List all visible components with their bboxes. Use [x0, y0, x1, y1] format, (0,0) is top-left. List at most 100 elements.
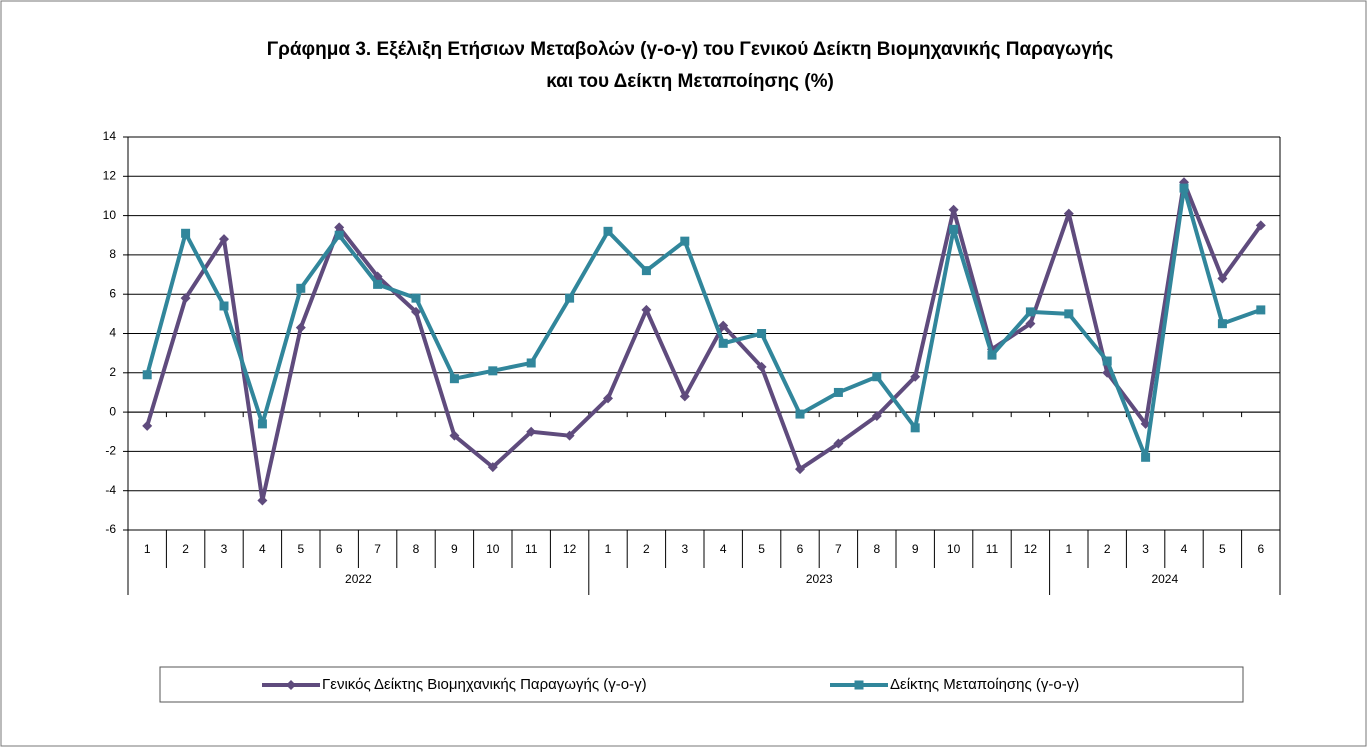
x-tick-label: 6	[797, 542, 804, 556]
x-tick-label: 12	[563, 542, 577, 556]
x-tick-label: 5	[297, 542, 304, 556]
y-tick-label: -2	[105, 444, 116, 458]
marker	[219, 234, 229, 245]
y-tick-label: 10	[103, 208, 117, 222]
group-label: 2022	[345, 572, 372, 586]
marker	[181, 228, 191, 238]
marker	[757, 329, 767, 338]
x-tick-label: 4	[1181, 542, 1188, 556]
marker	[603, 226, 613, 236]
marker	[257, 495, 268, 506]
chart-title: και του Δείκτη Μεταποίησης (%)	[546, 71, 834, 92]
marker	[1102, 356, 1112, 366]
legend-text: Γενικός Δείκτης Βιομηχανικής Παραγωγής (…	[322, 676, 647, 693]
y-tick-label: -6	[105, 522, 116, 536]
marker	[295, 322, 306, 333]
marker	[526, 426, 537, 437]
marker	[641, 266, 651, 276]
marker	[1256, 305, 1266, 315]
x-tick-label: 1	[1065, 542, 1072, 556]
x-tick-label: 2	[643, 542, 650, 556]
marker	[641, 304, 652, 315]
x-tick-label: 10	[486, 542, 500, 556]
marker	[219, 301, 229, 311]
x-tick-label: 5	[1219, 542, 1226, 556]
marker	[411, 306, 421, 317]
y-tick-label: 4	[109, 326, 116, 340]
y-tick-label: 0	[109, 404, 116, 418]
marker	[603, 393, 613, 404]
marker	[871, 411, 882, 422]
x-tick-label: 4	[259, 542, 266, 556]
x-tick-label: 1	[144, 542, 151, 556]
marker	[680, 236, 690, 246]
marker	[373, 279, 383, 289]
marker	[411, 293, 421, 303]
marker	[910, 423, 920, 433]
marker	[833, 438, 844, 449]
y-tick-label: -4	[105, 483, 116, 497]
marker	[987, 350, 997, 360]
marker	[948, 204, 959, 215]
marker	[1179, 183, 1189, 193]
marker	[449, 430, 460, 441]
group-label: 2024	[1151, 572, 1178, 586]
y-tick-label: 14	[103, 129, 117, 143]
marker	[872, 372, 882, 382]
x-tick-label: 6	[336, 542, 343, 556]
marker	[718, 338, 728, 348]
marker	[949, 224, 959, 234]
x-tick-label: 2	[1104, 542, 1111, 556]
x-tick-label: 8	[413, 542, 420, 556]
marker	[487, 462, 498, 473]
x-tick-label: 3	[681, 542, 688, 556]
marker	[1064, 309, 1074, 319]
x-tick-label: 3	[221, 542, 228, 556]
x-tick-label: 2	[182, 542, 189, 556]
x-tick-label: 6	[1257, 542, 1264, 556]
legend-marker	[854, 680, 864, 690]
marker	[1141, 452, 1151, 462]
x-tick-label: 8	[873, 542, 880, 556]
marker	[449, 374, 459, 384]
x-tick-label: 5	[758, 542, 765, 556]
legend-text: Δείκτης Μεταποίησης (γ-ο-γ)	[890, 676, 1079, 693]
y-tick-label: 2	[109, 365, 116, 379]
marker	[795, 409, 805, 419]
marker	[142, 370, 152, 380]
marker	[1063, 208, 1074, 219]
marker	[1255, 220, 1266, 231]
marker	[1025, 307, 1035, 317]
marker	[257, 419, 267, 429]
x-tick-label: 1	[605, 542, 612, 556]
marker	[756, 361, 767, 372]
x-tick-label: 9	[912, 542, 919, 556]
marker	[488, 366, 498, 376]
marker	[296, 283, 306, 293]
y-tick-label: 6	[109, 286, 116, 300]
x-tick-label: 12	[1024, 542, 1038, 556]
marker	[833, 387, 843, 397]
marker	[565, 293, 575, 303]
x-tick-label: 7	[374, 542, 381, 556]
y-tick-label: 8	[109, 247, 116, 261]
x-tick-label: 10	[947, 542, 961, 556]
x-tick-label: 9	[451, 542, 458, 556]
group-label: 2023	[806, 572, 833, 586]
marker	[142, 420, 153, 431]
x-tick-label: 4	[720, 542, 727, 556]
marker	[334, 230, 344, 240]
x-tick-label: 7	[835, 542, 842, 556]
marker	[334, 222, 345, 233]
marker	[1217, 319, 1227, 329]
marker	[564, 430, 575, 441]
marker	[718, 320, 729, 331]
x-tick-label: 3	[1142, 542, 1149, 556]
marker	[910, 371, 921, 382]
marker	[526, 358, 536, 368]
series-line	[145, 186, 1262, 460]
marker	[795, 464, 805, 475]
marker	[1217, 273, 1228, 284]
